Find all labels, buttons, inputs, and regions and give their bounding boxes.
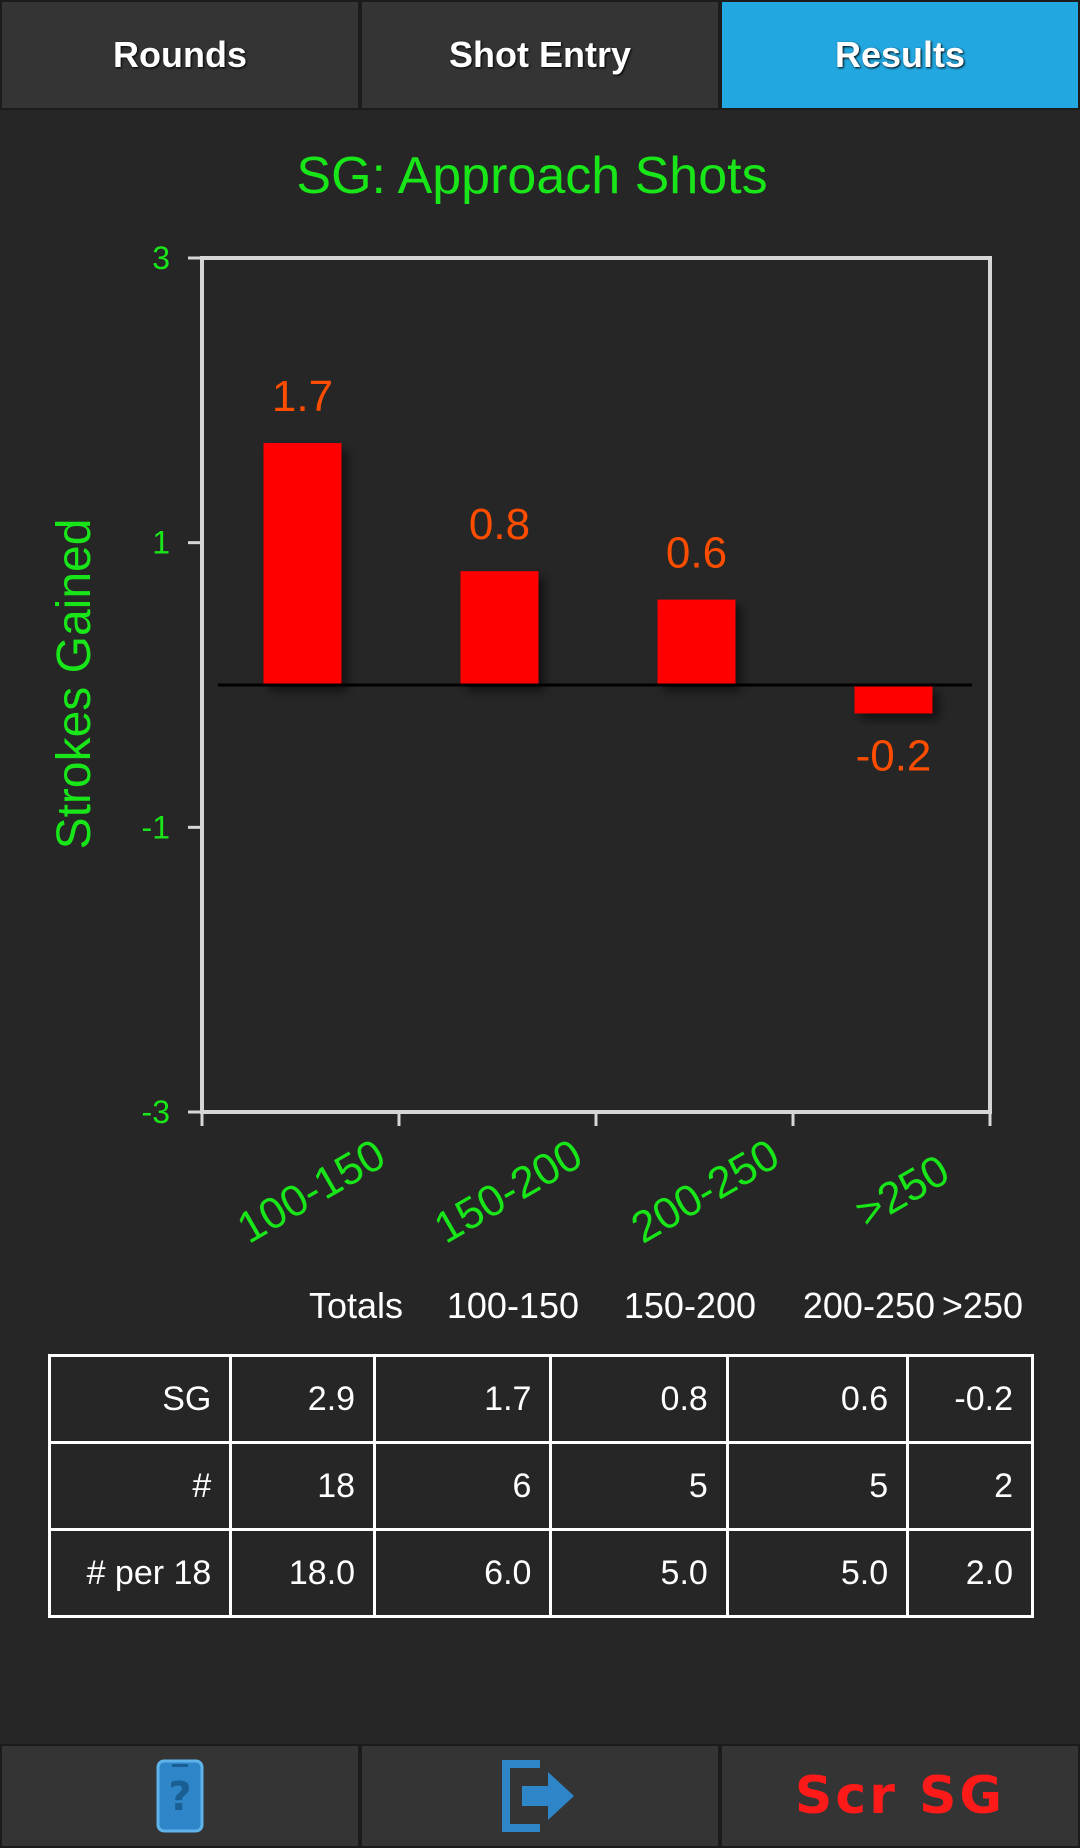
table-cell: 0.6 [725,1354,910,1444]
table-cell: 18 [229,1441,377,1531]
x-tick-label: 100-150 [229,1130,393,1253]
bar-group [263,443,933,714]
y-tick-label: 3 [152,240,170,276]
bar-150-200 [460,571,539,685]
scr-sg-button[interactable]: Scr SG [720,1744,1080,1848]
y-tick-label: -3 [142,1094,170,1130]
table-cell: 2.0 [906,1528,1034,1618]
tab-bar: Rounds Shot Entry Results [0,0,1080,110]
svg-text:?: ? [168,1774,191,1820]
exit-button[interactable] [360,1744,720,1848]
table-header-row: Totals 100-150 150-200 200-250 >250 [48,1285,1034,1335]
table-row: SG 2.9 1.7 0.8 0.6 -0.2 [47,1354,1034,1444]
data-label: 1.7 [272,372,333,421]
bottom-bar: ? Scr SG [0,1744,1080,1848]
bar-200-250 [657,599,736,685]
tab-shot-entry[interactable]: Shot Entry [360,0,720,110]
table-cell: 2.9 [229,1354,377,1444]
header-totals: Totals [308,1285,403,1326]
data-label: 0.8 [469,500,530,549]
help-tablet-icon: ? [156,1759,204,1833]
help-button[interactable]: ? [0,1744,360,1848]
data-label-group: 1.7 0.8 0.6 -0.2 [272,372,932,780]
table-cell: 1.7 [373,1354,553,1444]
x-tick-label: 150-200 [426,1130,590,1253]
table-cell: 0.8 [549,1354,729,1444]
tab-rounds[interactable]: Rounds [0,0,360,110]
table-row: # 18 6 5 5 2 [47,1441,1034,1531]
y-tick-label: 1 [152,525,170,561]
table-cell: -0.2 [906,1354,1034,1444]
table-cell: 5 [725,1441,910,1531]
x-tick-label: 200-250 [623,1130,787,1253]
row-label-count: # [47,1441,233,1531]
header-150-200: 150-200 [623,1285,756,1326]
stats-table: SG 2.9 1.7 0.8 0.6 -0.2 # 18 6 5 5 2 # p… [47,1354,1034,1618]
table-cell: 18.0 [229,1528,377,1618]
table-row: # per 18 18.0 6.0 5.0 5.0 2.0 [47,1528,1034,1618]
chart-area: SG: Approach Shots Strokes Gained 3 1 -1 -3… [0,110,1080,1290]
table-cell: 5.0 [549,1528,729,1618]
table-cell: 2 [906,1441,1034,1531]
data-label: 0.6 [666,529,727,578]
header-100-150: 100-150 [446,1285,579,1326]
row-label-per-18: # per 18 [47,1528,233,1618]
table-cell: 6 [373,1441,553,1531]
header-200-250: 200-250 [802,1285,935,1326]
y-tick-label: -1 [142,809,170,845]
tab-results[interactable]: Results [720,0,1080,110]
table-cell: 5.0 [725,1528,910,1618]
sg-approach-chart: SG: Approach Shots Strokes Gained 3 1 -1 -3… [48,147,992,1253]
row-label-sg: SG [47,1354,233,1444]
bar-100-150 [263,443,342,685]
x-tick-label: >250 [847,1145,957,1237]
table-cell: 6.0 [373,1528,553,1618]
bar->250 [854,685,933,714]
scr-sg-label: Scr SG [794,1766,1006,1826]
x-tick-group: 100-150 150-200 200-250 >250 [200,1112,992,1253]
chart-title: SG: Approach Shots [296,147,767,205]
exit-arrow-icon [502,1760,574,1832]
header-gt250: >250 [941,1285,1023,1326]
y-tick-group: 3 1 -1 -3 [142,240,202,1130]
y-axis-label: Strokes Gained [48,519,101,850]
table-cell: 5 [549,1441,729,1531]
data-label: -0.2 [856,731,932,780]
